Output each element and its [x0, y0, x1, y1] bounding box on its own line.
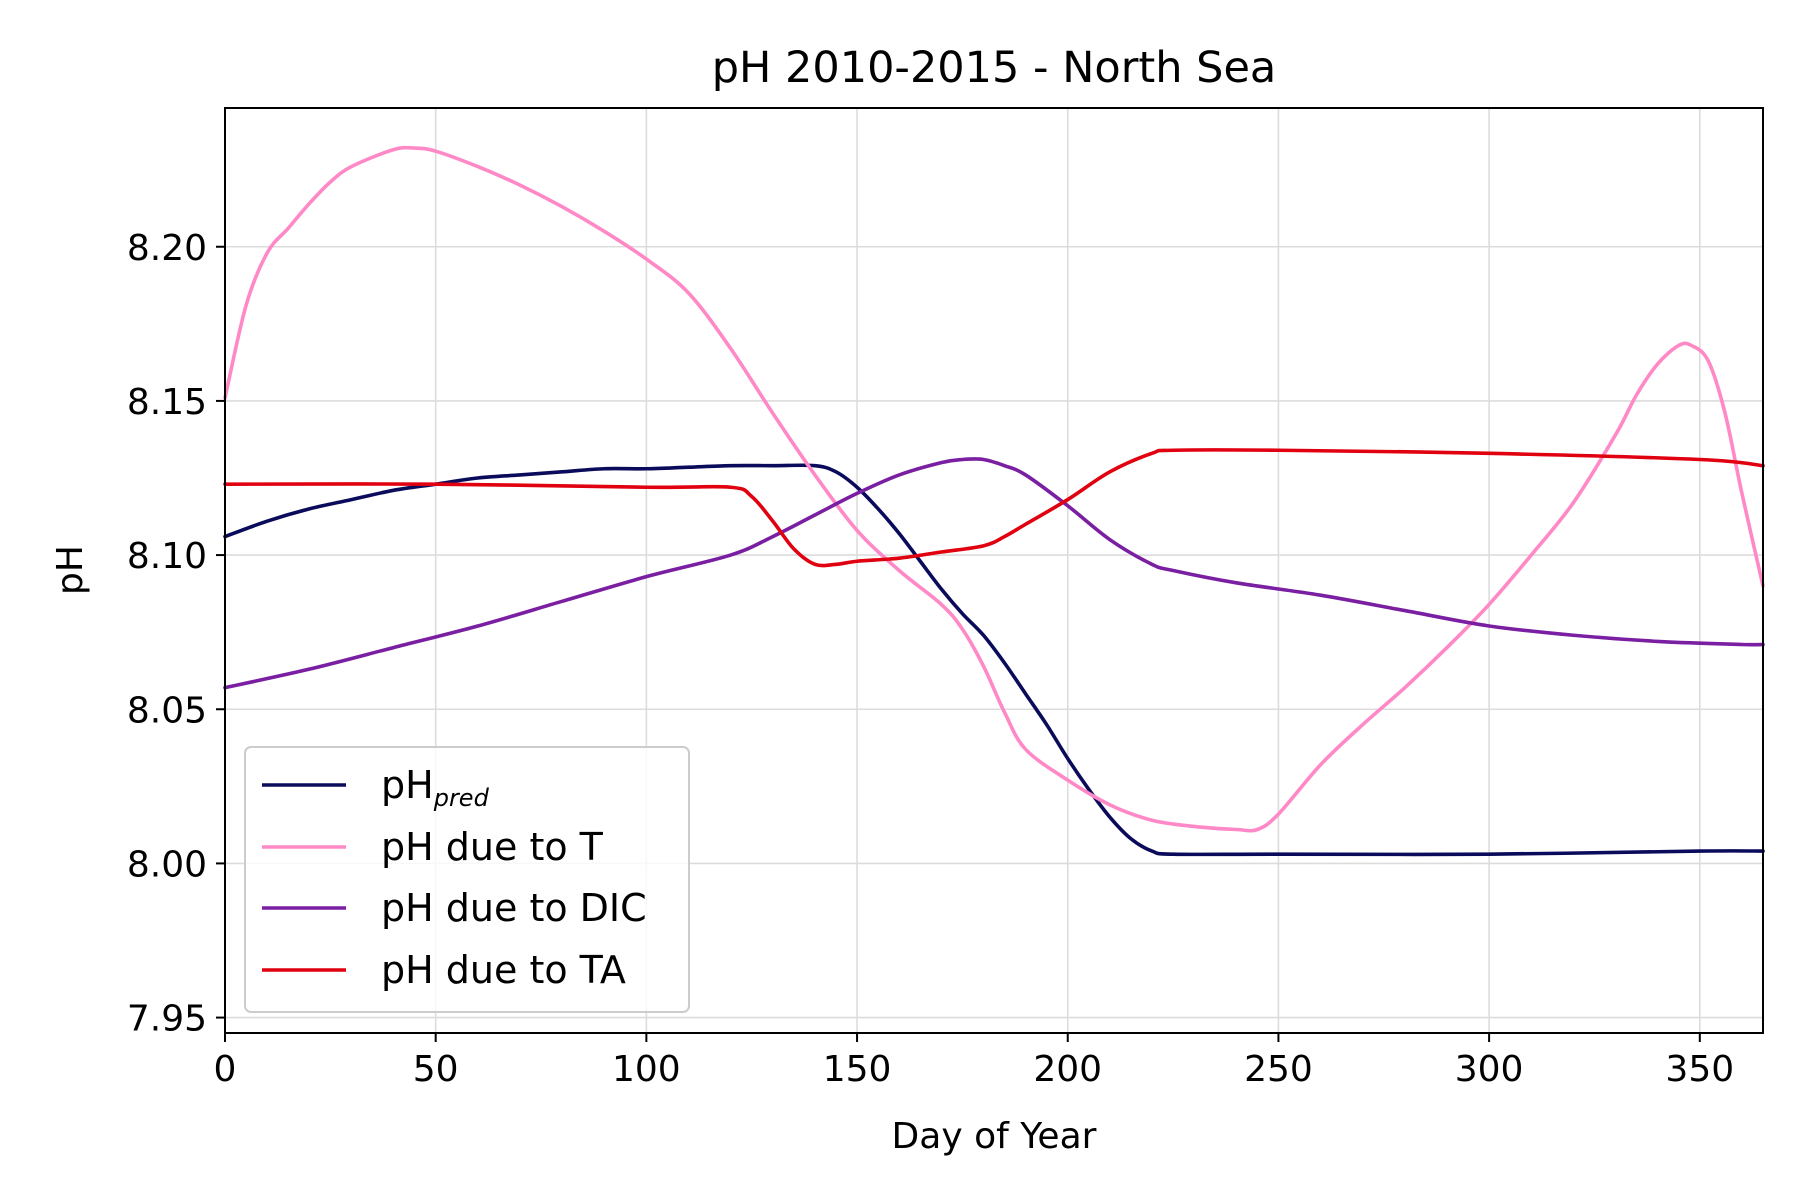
legend-entry-label: pH due to DIC — [381, 886, 647, 930]
x-tick-label: 100 — [612, 1049, 681, 1090]
plot-frame — [224, 107, 1764, 1034]
x-tick-label: 350 — [1665, 1049, 1734, 1090]
legend-entry-name: pH due to TA — [381, 948, 626, 992]
x-tick-label: 300 — [1455, 1049, 1524, 1090]
series-line-ph-pred — [223, 463, 1765, 857]
y-tick-label: 7.95 — [127, 999, 207, 1040]
grid-lines — [224, 108, 1763, 1033]
legend: pHpred pH due to T pH due to DIC pH due to … — [244, 746, 690, 1013]
chart-title: pH 2010-2015 - North Sea — [712, 43, 1277, 93]
y-axis-label: pH — [50, 545, 91, 595]
y-tick-label: 8.10 — [127, 536, 207, 577]
legend-entry-label: pHpred — [381, 763, 490, 812]
y-tick-label: 8.05 — [127, 690, 207, 731]
series-line-ph-due-to-dic — [223, 457, 1765, 690]
legend-entry-name: pH due to DIC — [381, 886, 647, 930]
y-axis: 7.95 8.00 8.05 8.10 8.15 8.20 — [127, 228, 225, 1040]
series-lines — [223, 145, 1765, 857]
y-tick-label: 8.20 — [127, 228, 207, 269]
x-axis: 0 50 100 150 200 250 300 350 — [214, 1033, 1734, 1090]
legend-entry-label: pH due to T — [381, 825, 604, 869]
x-tick-label: 0 — [214, 1049, 237, 1090]
x-tick-label: 200 — [1033, 1049, 1102, 1090]
legend-box — [244, 746, 690, 1013]
y-tick-label: 8.00 — [127, 844, 207, 885]
x-tick-label: 250 — [1244, 1049, 1313, 1090]
legend-entry-subscript: pred — [433, 784, 490, 812]
legend-entry-name: pH — [381, 763, 434, 807]
x-axis-label: Day of Year — [892, 1116, 1097, 1157]
legend-entry-name: pH due to T — [381, 825, 604, 869]
series-line-ph-due-to-ta — [223, 448, 1765, 568]
x-tick-label: 50 — [413, 1049, 459, 1090]
x-tick-label: 150 — [823, 1049, 892, 1090]
y-tick-label: 8.15 — [127, 382, 207, 423]
legend-entry-label: pH due to TA — [381, 948, 626, 992]
series-line-ph-due-to-t — [223, 145, 1765, 833]
